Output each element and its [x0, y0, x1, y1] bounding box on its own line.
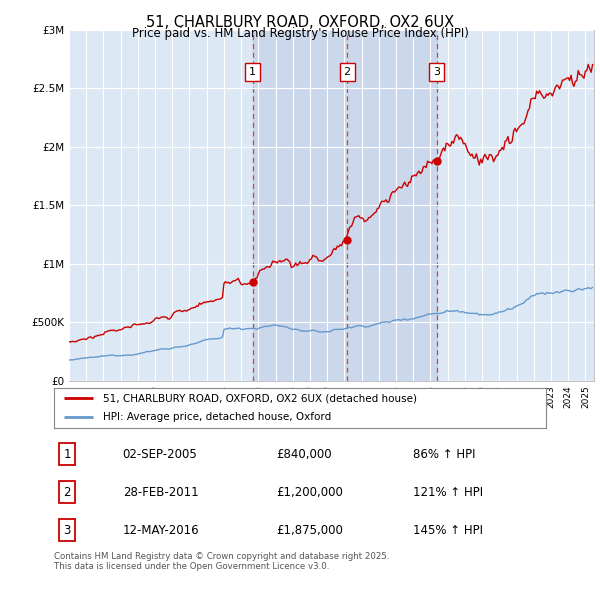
Text: 3: 3: [64, 524, 71, 537]
Text: 51, CHARLBURY ROAD, OXFORD, OX2 6UX: 51, CHARLBURY ROAD, OXFORD, OX2 6UX: [146, 15, 454, 30]
Bar: [253, 30, 437, 381]
Text: 51, CHARLBURY ROAD, OXFORD, OX2 6UX (detached house): 51, CHARLBURY ROAD, OXFORD, OX2 6UX (det…: [103, 394, 417, 404]
Text: 121% ↑ HPI: 121% ↑ HPI: [413, 486, 483, 499]
Text: 3: 3: [433, 67, 440, 77]
Text: 12-MAY-2016: 12-MAY-2016: [122, 524, 199, 537]
Text: Price paid vs. HM Land Registry's House Price Index (HPI): Price paid vs. HM Land Registry's House …: [131, 27, 469, 40]
Text: £1,200,000: £1,200,000: [276, 486, 343, 499]
Text: 1: 1: [249, 67, 256, 77]
Text: 2: 2: [64, 486, 71, 499]
Text: £840,000: £840,000: [276, 448, 331, 461]
Text: 28-FEB-2011: 28-FEB-2011: [122, 486, 198, 499]
Text: HPI: Average price, detached house, Oxford: HPI: Average price, detached house, Oxfo…: [103, 412, 331, 422]
Text: £1,875,000: £1,875,000: [276, 524, 343, 537]
Text: 2: 2: [344, 67, 351, 77]
Text: 145% ↑ HPI: 145% ↑ HPI: [413, 524, 483, 537]
Text: 86% ↑ HPI: 86% ↑ HPI: [413, 448, 476, 461]
Text: 1: 1: [64, 448, 71, 461]
Text: 02-SEP-2005: 02-SEP-2005: [122, 448, 197, 461]
Text: Contains HM Land Registry data © Crown copyright and database right 2025.
This d: Contains HM Land Registry data © Crown c…: [54, 552, 389, 571]
